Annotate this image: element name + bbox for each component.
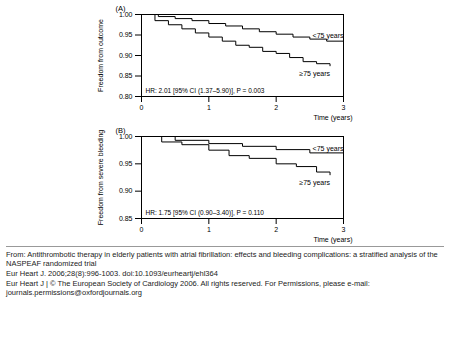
- svg-text:1: 1: [207, 104, 211, 111]
- svg-text:2: 2: [274, 226, 278, 233]
- svg-text:1.00: 1.00: [118, 132, 133, 140]
- svg-text:Time (years): Time (years): [313, 114, 352, 122]
- svg-text:≥75 years: ≥75 years: [299, 70, 330, 78]
- svg-text:≥75 years: ≥75 years: [299, 179, 330, 187]
- svg-text:HR: 1.75 [95% CI (0.90–3.40)],: HR: 1.75 [95% CI (0.90–3.40)], P = 0.110: [146, 209, 265, 217]
- svg-text:<75 years: <75 years: [313, 32, 344, 40]
- svg-text:<75 years: <75 years: [313, 145, 344, 153]
- svg-text:(A): (A): [116, 4, 127, 13]
- svg-text:Freedom from severe bleeding: Freedom from severe bleeding: [97, 130, 105, 225]
- svg-text:HR: 2.01 [95% CI (1.37–5.90)],: HR: 2.01 [95% CI (1.37–5.90)], P = 0.003: [146, 87, 265, 95]
- svg-text:1.00: 1.00: [118, 10, 133, 18]
- svg-text:Time (years): Time (years): [313, 236, 352, 244]
- svg-text:0.85: 0.85: [119, 215, 133, 222]
- svg-text:0.90: 0.90: [119, 52, 133, 59]
- svg-text:3: 3: [342, 104, 346, 111]
- svg-text:0.90: 0.90: [119, 187, 133, 194]
- svg-text:1: 1: [207, 226, 211, 233]
- svg-text:Freedom from outcome: Freedom from outcome: [97, 19, 104, 92]
- svg-text:2: 2: [274, 104, 278, 111]
- html-text:Eur Heart J | © The European S: Eur Heart J | © The European Society of …: [6, 279, 370, 297]
- html-text:Eur Heart J. 2006;28(8):996-10: Eur Heart J. 2006;28(8):996-1003. doi:10…: [6, 269, 218, 278]
- html-text:From: Antithrombotic therapy i: From: Antithrombotic therapy in elderly …: [6, 250, 438, 268]
- svg-text:0.80: 0.80: [119, 93, 133, 100]
- svg-text:3: 3: [342, 226, 346, 233]
- svg-text:0: 0: [140, 226, 144, 233]
- svg-text:0.95: 0.95: [119, 160, 133, 167]
- svg-text:0.95: 0.95: [119, 31, 133, 38]
- svg-text:0.85: 0.85: [119, 72, 133, 79]
- svg-text:(B): (B): [116, 126, 127, 135]
- svg-text:0: 0: [140, 104, 144, 111]
